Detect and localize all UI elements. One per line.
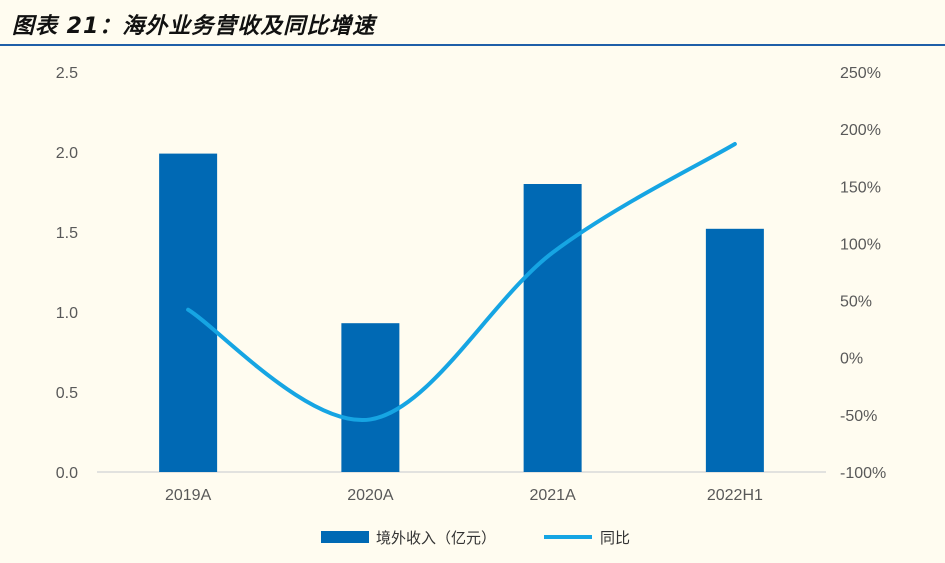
title-underline bbox=[0, 44, 945, 46]
right-tick-label: 0% bbox=[840, 351, 863, 368]
legend-bar-swatch bbox=[321, 531, 369, 543]
chart-title: 图表 21：海外业务营收及同比增速 bbox=[12, 14, 376, 39]
legend: 境外收入（亿元） 同比 bbox=[321, 529, 630, 547]
left-tick-label: 1.5 bbox=[56, 225, 78, 242]
right-tick-label: -50% bbox=[840, 408, 877, 425]
legend-line-label: 同比 bbox=[600, 529, 630, 547]
x-tick-label: 2019A bbox=[165, 487, 212, 504]
x-tick-label: 2020A bbox=[347, 487, 394, 504]
chart-title-bar: 图表 21：海外业务营收及同比增速 bbox=[0, 0, 945, 46]
right-axis: -100% -50% 0% 50% 100% 150% 200% 250% bbox=[840, 65, 886, 482]
bar bbox=[341, 323, 400, 472]
right-tick-label: -100% bbox=[840, 465, 886, 482]
x-tick-label: 2022H1 bbox=[707, 487, 763, 504]
bar bbox=[523, 184, 582, 472]
x-tick-label: 2021A bbox=[529, 487, 576, 504]
bar-series bbox=[159, 153, 764, 472]
right-tick-label: 50% bbox=[840, 294, 872, 311]
bar bbox=[705, 228, 764, 472]
left-tick-label: 1.0 bbox=[56, 305, 78, 322]
left-tick-label: 2.5 bbox=[56, 65, 78, 82]
left-axis: 0.0 0.5 1.0 1.5 2.0 2.5 bbox=[56, 65, 78, 482]
left-tick-label: 0.0 bbox=[56, 465, 78, 482]
left-tick-label: 0.5 bbox=[56, 385, 78, 402]
bar bbox=[159, 153, 218, 472]
right-tick-label: 150% bbox=[840, 179, 881, 196]
right-tick-label: 250% bbox=[840, 65, 881, 82]
left-tick-label: 2.0 bbox=[56, 145, 78, 162]
right-tick-label: 200% bbox=[840, 122, 881, 139]
legend-bar-label: 境外收入（亿元） bbox=[376, 529, 496, 547]
right-tick-label: 100% bbox=[840, 236, 881, 253]
yoy-line bbox=[186, 142, 737, 422]
x-axis-labels: 2019A 2020A 2021A 2022H1 bbox=[165, 487, 763, 504]
